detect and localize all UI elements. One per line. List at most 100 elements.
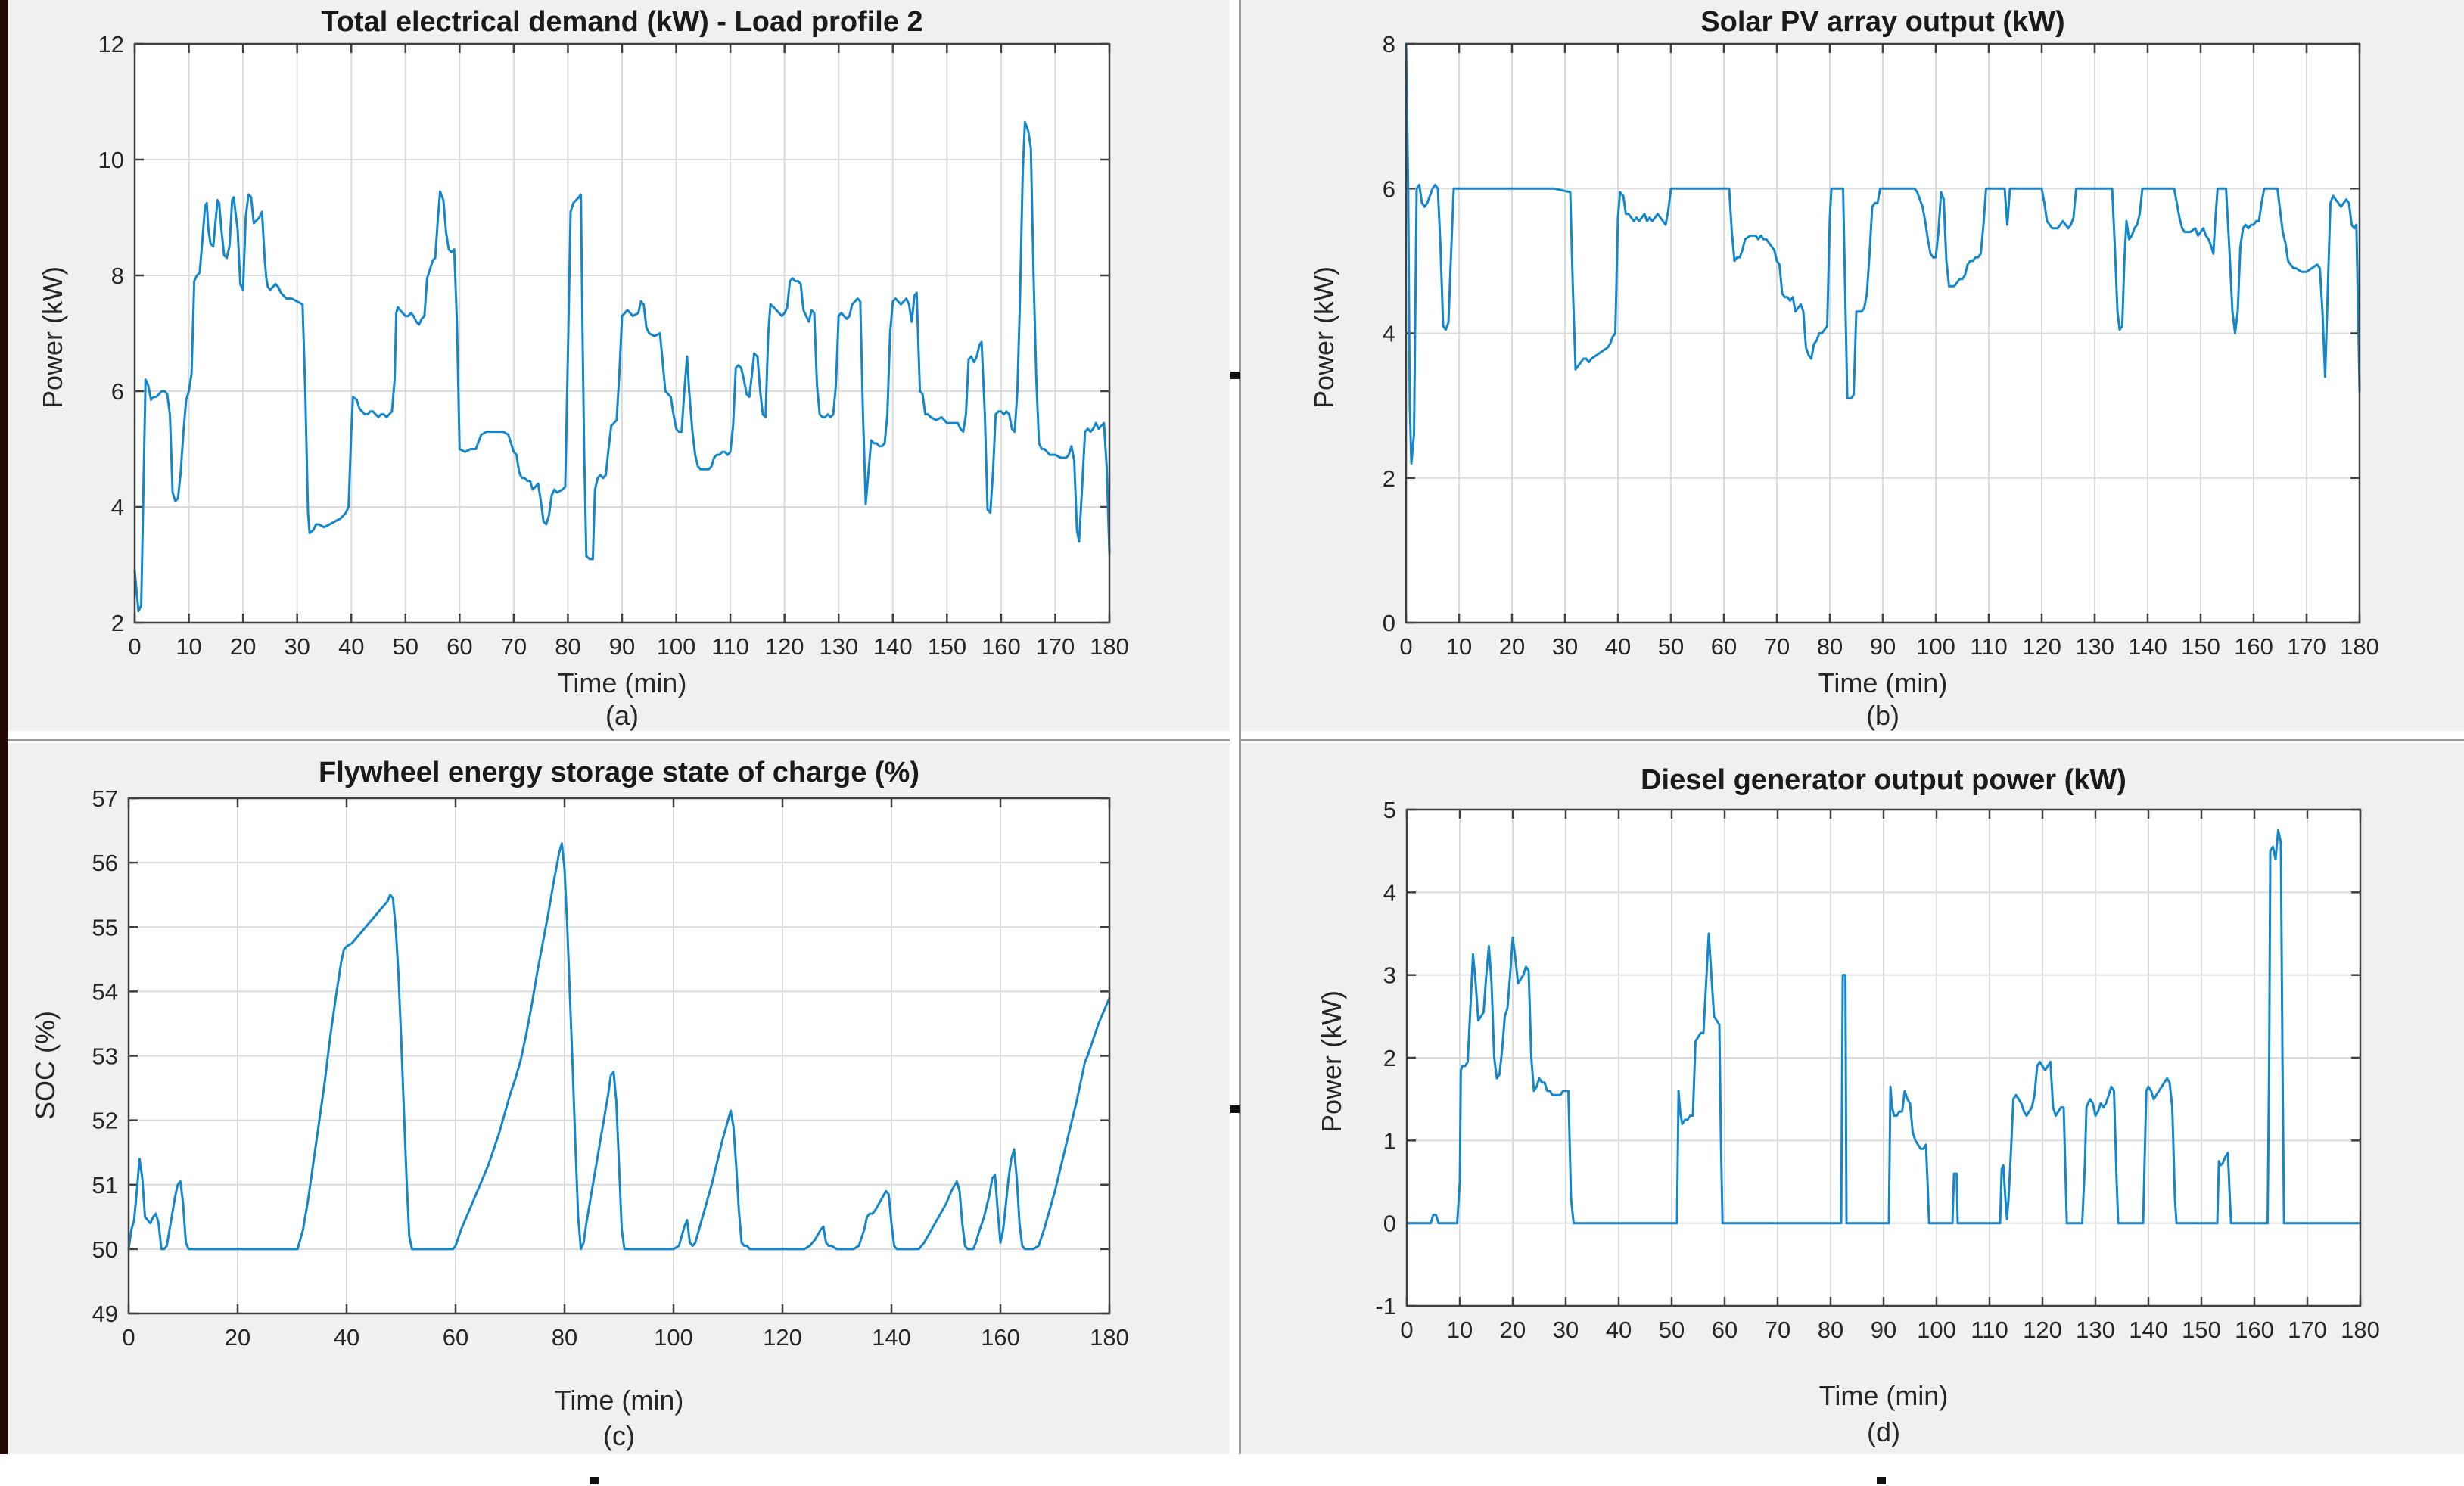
svg-text:110: 110 [711, 633, 748, 660]
svg-text:3: 3 [1383, 962, 1396, 989]
svg-text:60: 60 [1712, 1317, 1738, 1343]
svg-text:55: 55 [92, 914, 118, 940]
svg-text:150: 150 [927, 633, 966, 660]
svg-text:60: 60 [443, 1324, 468, 1351]
svg-text:170: 170 [2288, 1317, 2327, 1343]
svg-text:70: 70 [1764, 633, 1790, 660]
svg-text:180: 180 [1090, 633, 1129, 660]
svg-text:120: 120 [2023, 1317, 2062, 1343]
svg-text:49: 49 [92, 1301, 118, 1327]
svg-text:50: 50 [92, 1236, 118, 1263]
svg-text:40: 40 [338, 633, 364, 660]
sublabel-a: (a) [605, 700, 639, 731]
svg-text:180: 180 [1090, 1324, 1129, 1351]
x-axis-label-diesel: Time (min) [1818, 1380, 1949, 1411]
svg-text:2: 2 [1383, 1045, 1396, 1071]
diesel-line-chart: 0 10 20 30 40 50 60 70 80 90 100 110 120 130 140 150 160… [1375, 797, 2380, 1343]
svg-text:10: 10 [1446, 633, 1472, 660]
svg-text:5: 5 [1383, 797, 1396, 823]
sublabel-c: (c) [603, 1420, 635, 1451]
svg-text:140: 140 [872, 1324, 911, 1351]
svg-text:8: 8 [111, 263, 124, 289]
demand-line-chart: 0 10 20 30 40 50 60 70 80 90 100 110 120 130 140 150 160… [98, 31, 1129, 660]
svg-text:50: 50 [393, 633, 418, 660]
svg-text:30: 30 [284, 633, 310, 660]
svg-text:90: 90 [1871, 1317, 1896, 1343]
svg-text:70: 70 [1765, 1317, 1790, 1343]
svg-text:1: 1 [1383, 1127, 1396, 1154]
svg-text:120: 120 [2022, 633, 2061, 660]
svg-text:40: 40 [334, 1324, 359, 1351]
svg-text:20: 20 [230, 633, 256, 660]
svg-text:170: 170 [2287, 633, 2326, 660]
chart-title-diesel: Diesel generator output power (kW) [1641, 764, 2126, 796]
x-axis-label-pv: Time (min) [1818, 667, 1948, 698]
sublabel-b: (b) [1866, 700, 1899, 731]
svg-text:120: 120 [765, 633, 804, 660]
svg-text:120: 120 [763, 1324, 802, 1351]
svg-text:160: 160 [982, 633, 1021, 660]
resize-handle-top[interactable] [1230, 372, 1240, 379]
svg-text:140: 140 [2129, 1317, 2168, 1343]
svg-text:110: 110 [1970, 633, 2007, 660]
svg-text:51: 51 [92, 1172, 118, 1198]
svg-text:60: 60 [446, 633, 472, 660]
svg-text:4: 4 [1383, 321, 1395, 347]
svg-text:100: 100 [657, 633, 696, 660]
svg-text:-1: -1 [1375, 1293, 1396, 1320]
svg-text:0: 0 [1383, 1211, 1396, 1237]
svg-text:57: 57 [92, 785, 118, 812]
svg-text:160: 160 [981, 1324, 1020, 1351]
chart-title-demand: Total electrical demand (kW) - Load prof… [321, 6, 923, 38]
svg-text:90: 90 [609, 633, 635, 660]
svg-text:160: 160 [2235, 1317, 2274, 1343]
svg-text:170: 170 [1036, 633, 1075, 660]
svg-text:80: 80 [1818, 1317, 1843, 1343]
svg-text:160: 160 [2234, 633, 2273, 660]
svg-text:50: 50 [1658, 633, 1684, 660]
svg-text:0: 0 [1383, 610, 1395, 636]
svg-text:60: 60 [1711, 633, 1737, 660]
svg-text:70: 70 [501, 633, 527, 660]
svg-text:10: 10 [1447, 1317, 1473, 1343]
svg-text:80: 80 [555, 633, 580, 660]
svg-text:140: 140 [2128, 633, 2167, 660]
svg-text:110: 110 [1971, 1317, 2008, 1343]
svg-text:56: 56 [92, 850, 118, 876]
svg-text:80: 80 [552, 1324, 577, 1351]
column-separator [1230, 0, 1240, 1454]
bottom-margin [0, 1454, 2464, 1486]
x-axis-label-soc: Time (min) [554, 1385, 684, 1416]
chart-title-soc: Flywheel energy storage state of charge … [318, 757, 919, 788]
left-edge-bar [0, 0, 8, 1486]
svg-text:6: 6 [1383, 176, 1395, 202]
panel-diesel-output: Diesel generator output power (kW) Power… [1241, 743, 2464, 1454]
resize-handle-bottom-right[interactable] [1877, 1477, 1886, 1484]
svg-text:52: 52 [92, 1108, 118, 1134]
svg-text:140: 140 [873, 633, 913, 660]
column-separator-line [1239, 0, 1241, 1454]
svg-text:40: 40 [1605, 633, 1631, 660]
svg-text:20: 20 [1500, 1317, 1526, 1343]
svg-text:20: 20 [225, 1324, 250, 1351]
svg-text:53: 53 [92, 1043, 118, 1070]
svg-text:90: 90 [1870, 633, 1896, 660]
resize-handle-bottom-left[interactable] [590, 1477, 599, 1484]
svg-text:0: 0 [1400, 1317, 1413, 1343]
svg-text:150: 150 [2181, 633, 2220, 660]
svg-text:40: 40 [1606, 1317, 1632, 1343]
svg-text:10: 10 [98, 147, 124, 173]
svg-text:130: 130 [2075, 633, 2114, 660]
svg-text:50: 50 [1659, 1317, 1685, 1343]
svg-text:150: 150 [2182, 1317, 2221, 1343]
soc-line-chart: 0 20 40 60 80 100 120 140 160 180 49 50 51 52 53 54 55 56… [92, 785, 1129, 1351]
svg-text:180: 180 [2341, 1317, 2380, 1343]
svg-text:4: 4 [111, 494, 124, 521]
svg-text:0: 0 [1399, 633, 1412, 660]
svg-text:100: 100 [1917, 1317, 1956, 1343]
svg-text:30: 30 [1553, 1317, 1579, 1343]
svg-text:100: 100 [1916, 633, 1955, 660]
svg-text:10: 10 [176, 633, 201, 660]
resize-handle-bottom[interactable] [1230, 1105, 1240, 1113]
